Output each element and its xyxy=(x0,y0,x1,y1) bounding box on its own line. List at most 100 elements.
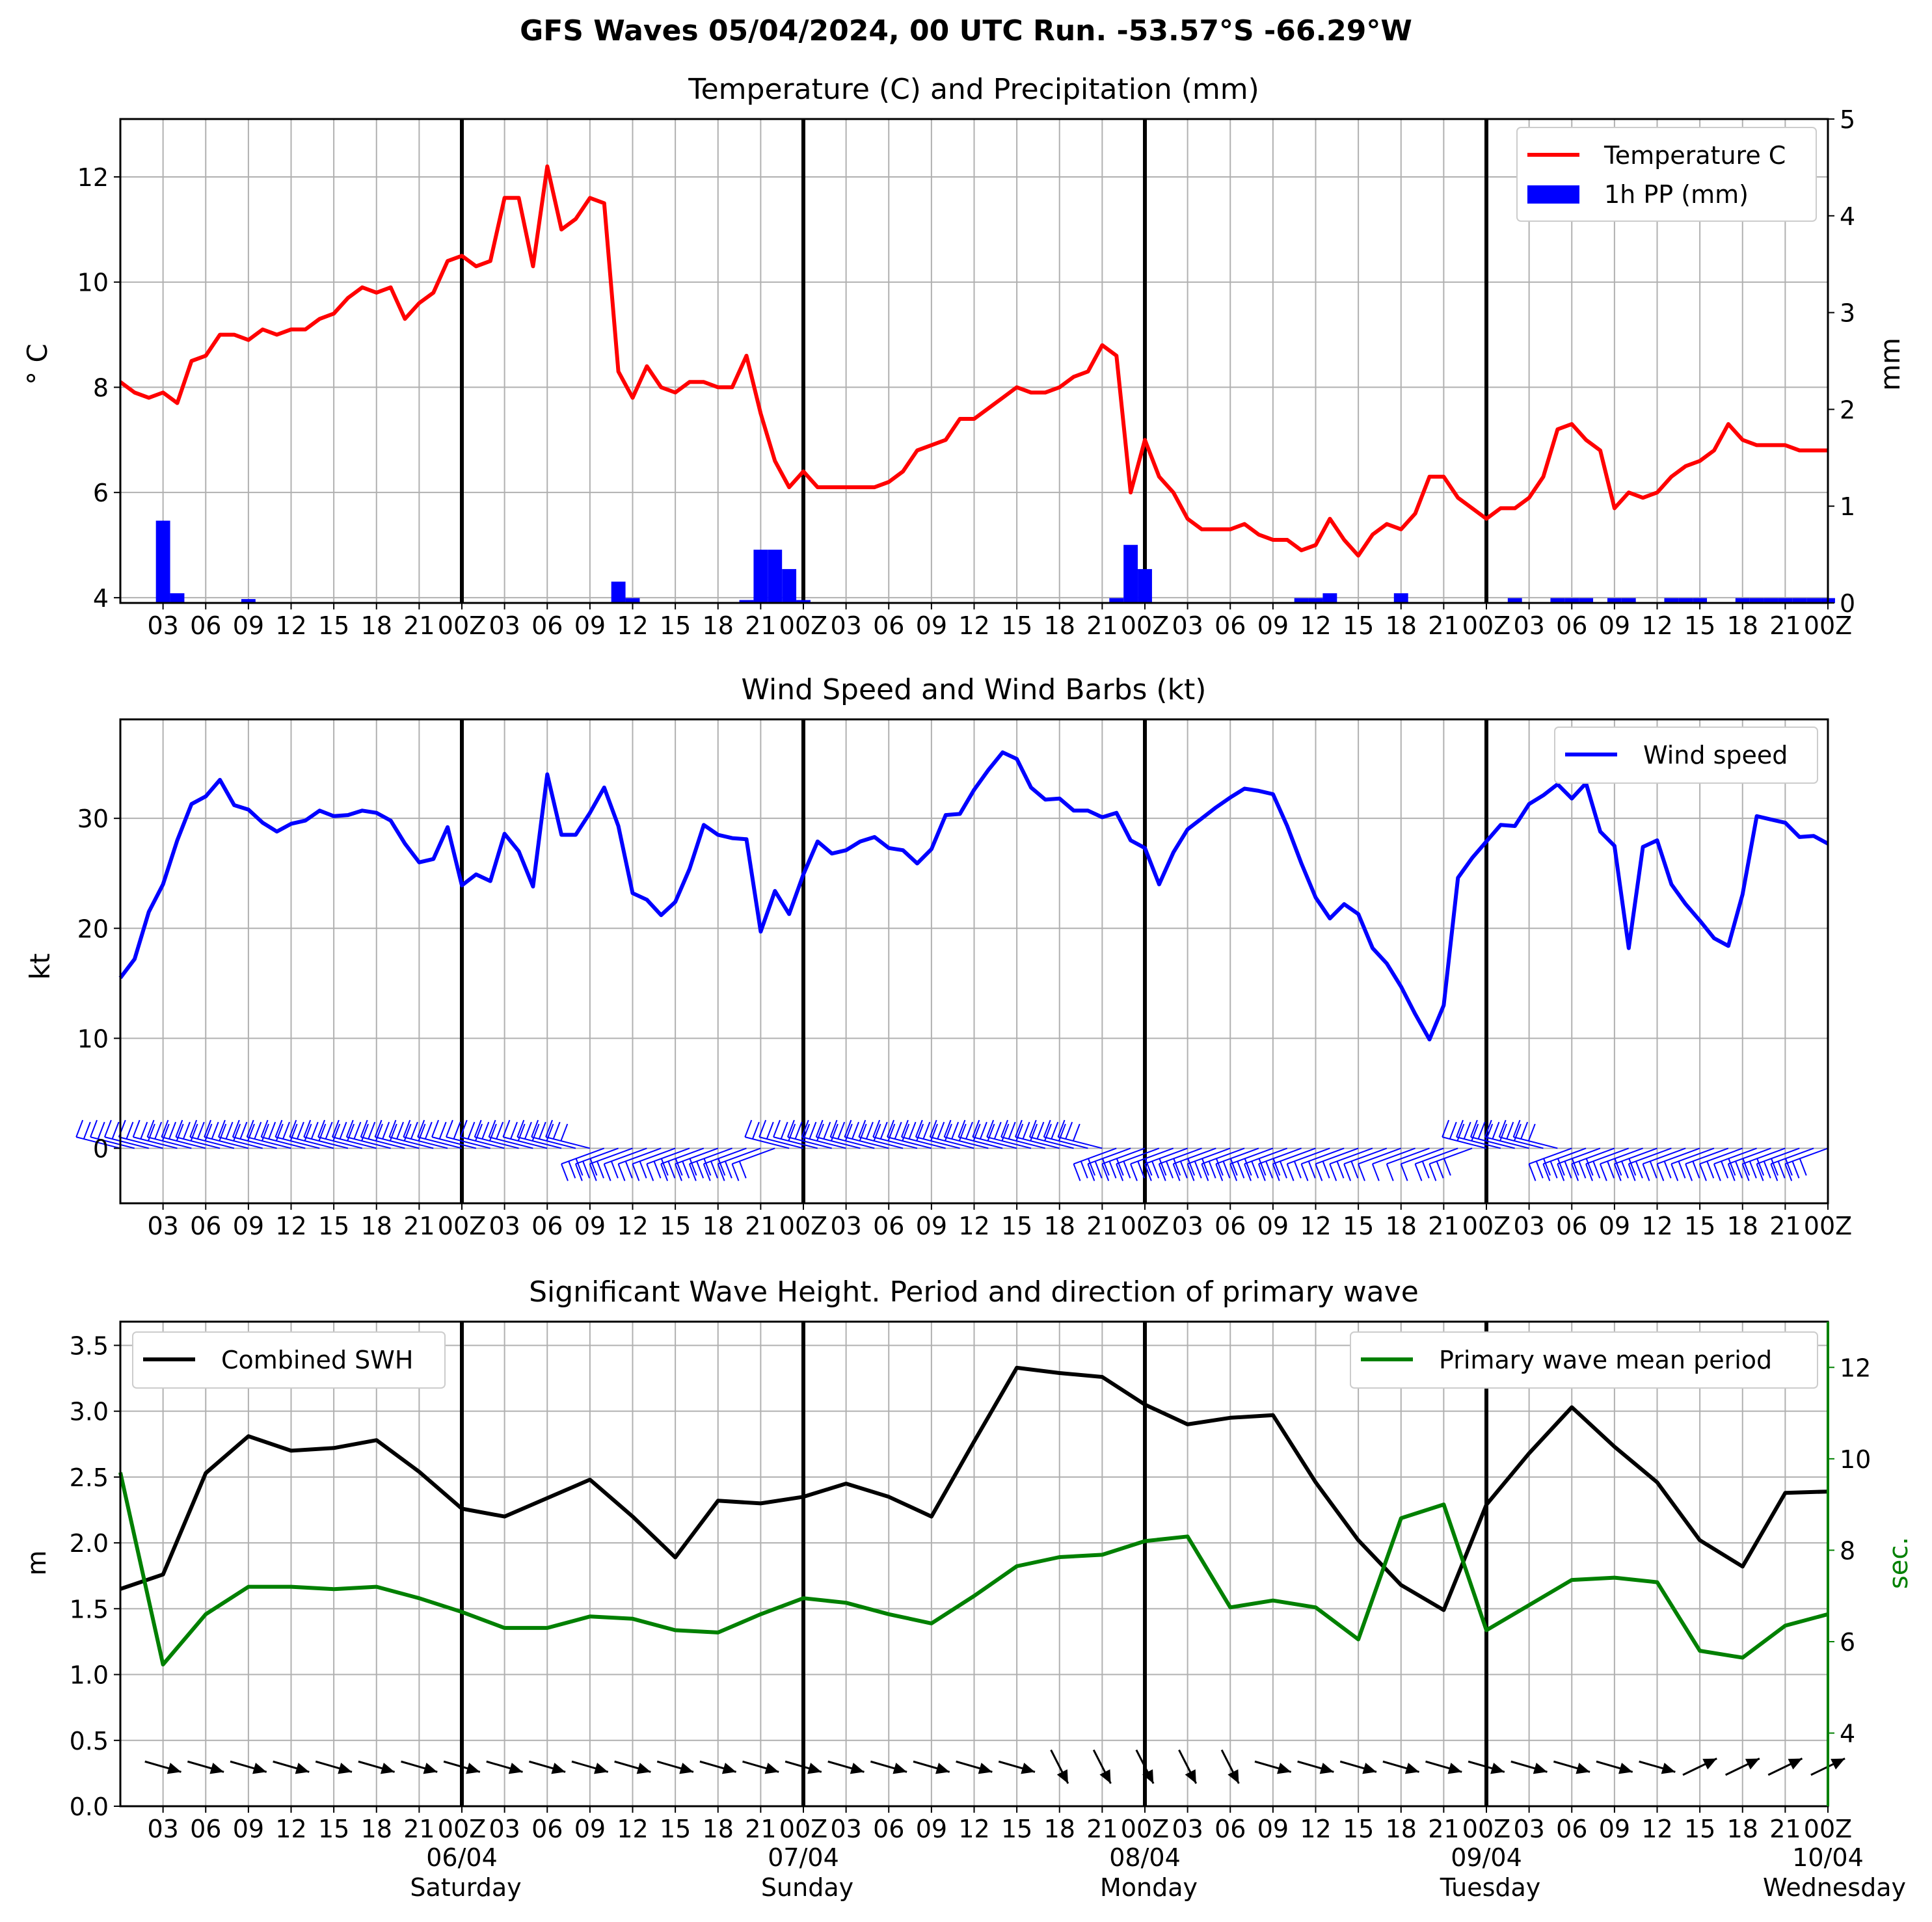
barb-shaft xyxy=(161,1136,206,1149)
day-date-label: 07/04 xyxy=(768,1843,839,1872)
wind-barb xyxy=(1257,1147,1302,1181)
barb-feather xyxy=(438,1121,447,1140)
barb-feather xyxy=(1194,1160,1202,1179)
wind-barb xyxy=(1315,1147,1359,1181)
barb-feather xyxy=(1763,1160,1771,1179)
xtick-label: 15 xyxy=(1684,1212,1715,1240)
legend-period: Primary wave mean period xyxy=(1439,1346,1772,1374)
barb-feather xyxy=(1101,1164,1110,1181)
barb-feather xyxy=(417,1119,425,1138)
barb-shaft xyxy=(1557,1147,1601,1165)
wind-barb xyxy=(1656,1147,1700,1181)
xtick-label: 03 xyxy=(1513,611,1544,640)
barb-feather xyxy=(1116,1164,1124,1181)
barb-feather xyxy=(1123,1160,1131,1179)
xtick-label: 12 xyxy=(958,1212,989,1240)
barb-shaft xyxy=(887,1136,932,1149)
barb-feather xyxy=(1272,1164,1280,1181)
arrow-head xyxy=(466,1763,480,1774)
wind-barb xyxy=(1400,1147,1444,1181)
xtick-label: 21 xyxy=(745,1212,776,1240)
barb-shaft xyxy=(703,1147,747,1165)
barb-shaft xyxy=(1187,1147,1231,1165)
arrow-head xyxy=(850,1763,865,1774)
wind-barb xyxy=(1599,1147,1643,1181)
barb-shaft xyxy=(675,1147,719,1165)
barb-feather xyxy=(1571,1158,1579,1176)
barb-feather xyxy=(1051,1121,1059,1140)
barb-shaft xyxy=(1415,1147,1458,1165)
barb-feather xyxy=(794,1121,803,1140)
arrow-head xyxy=(594,1763,608,1774)
xtick-label: 00Z xyxy=(1121,611,1169,640)
barb-feather xyxy=(660,1164,669,1181)
barb-feather xyxy=(388,1119,397,1138)
wind-barb xyxy=(801,1119,846,1149)
barb-feather xyxy=(979,1121,987,1140)
barb-shaft xyxy=(1229,1147,1274,1165)
xtick-label: 06 xyxy=(1214,1815,1246,1843)
wind-barb xyxy=(731,1147,775,1181)
xtick-label: 09 xyxy=(574,1815,606,1843)
barb-feather xyxy=(211,1121,219,1140)
barb-feather xyxy=(575,1158,584,1176)
barb-feather xyxy=(1578,1160,1587,1179)
xtick-label: 15 xyxy=(318,1212,349,1240)
barb-feather xyxy=(582,1160,591,1179)
wind-barb xyxy=(232,1119,277,1149)
panel3-y2label: sec. xyxy=(1884,1537,1914,1589)
figure-title: GFS Waves 05/04/2024, 00 UTC Run. -53.57… xyxy=(520,14,1412,47)
barb-feather xyxy=(246,1119,254,1138)
barb-shaft xyxy=(718,1147,761,1165)
wind-barb xyxy=(1528,1147,1572,1181)
barb-feather xyxy=(1721,1160,1729,1179)
barb-feather xyxy=(689,1158,697,1176)
xtick-label: 21 xyxy=(1769,611,1801,640)
wind-barb xyxy=(1116,1147,1160,1181)
barb-shaft xyxy=(531,1136,576,1149)
arrow-head xyxy=(721,1763,736,1774)
barb-feather xyxy=(431,1119,439,1138)
barb-feather xyxy=(1649,1160,1657,1179)
wind-barb xyxy=(717,1147,761,1181)
xtick-label: 15 xyxy=(1001,1815,1032,1843)
barb-feather xyxy=(1628,1158,1637,1176)
barb-feather xyxy=(1727,1164,1736,1181)
precip-bar xyxy=(1778,598,1793,603)
barb-feather xyxy=(1735,1160,1743,1179)
panel3-legend-swh: Combined SWH xyxy=(132,1331,446,1389)
barb-feather xyxy=(217,1119,226,1138)
barb-shaft xyxy=(872,1136,918,1149)
wind-barb xyxy=(703,1147,747,1181)
barb-shaft xyxy=(1756,1147,1800,1165)
arrow-head xyxy=(1142,1769,1154,1784)
wind-barb xyxy=(660,1147,704,1181)
wind-barb xyxy=(1670,1147,1715,1181)
barb-shaft xyxy=(1728,1147,1771,1165)
y2tick-label: 1 xyxy=(1840,492,1855,521)
xtick-label: 03 xyxy=(147,611,178,640)
barb-shaft xyxy=(1456,1136,1501,1149)
barb-shaft xyxy=(973,1136,1017,1149)
barb-feather xyxy=(646,1164,654,1181)
wind-barb xyxy=(103,1119,149,1149)
wind-barb xyxy=(943,1119,989,1149)
barb-shaft xyxy=(1287,1147,1330,1165)
barb-feather xyxy=(339,1121,347,1140)
precip-bar xyxy=(796,600,811,603)
ytick-label: 2.0 xyxy=(70,1529,109,1558)
barb-feather xyxy=(83,1121,91,1140)
barb-shaft xyxy=(1543,1147,1587,1165)
barb-feather xyxy=(1173,1158,1181,1176)
barb-feather xyxy=(1628,1164,1636,1181)
barb-feather xyxy=(1094,1160,1103,1179)
barb-shaft xyxy=(745,1136,790,1149)
xtick-label: 09 xyxy=(1599,1212,1630,1240)
xtick-label: 18 xyxy=(703,1212,734,1240)
barb-feather xyxy=(617,1164,626,1181)
barb-feather xyxy=(597,1160,604,1179)
barb-feather xyxy=(786,1119,795,1138)
barb-shaft xyxy=(1442,1136,1487,1149)
arrow-head xyxy=(1319,1763,1334,1774)
barb-feather xyxy=(97,1121,105,1140)
